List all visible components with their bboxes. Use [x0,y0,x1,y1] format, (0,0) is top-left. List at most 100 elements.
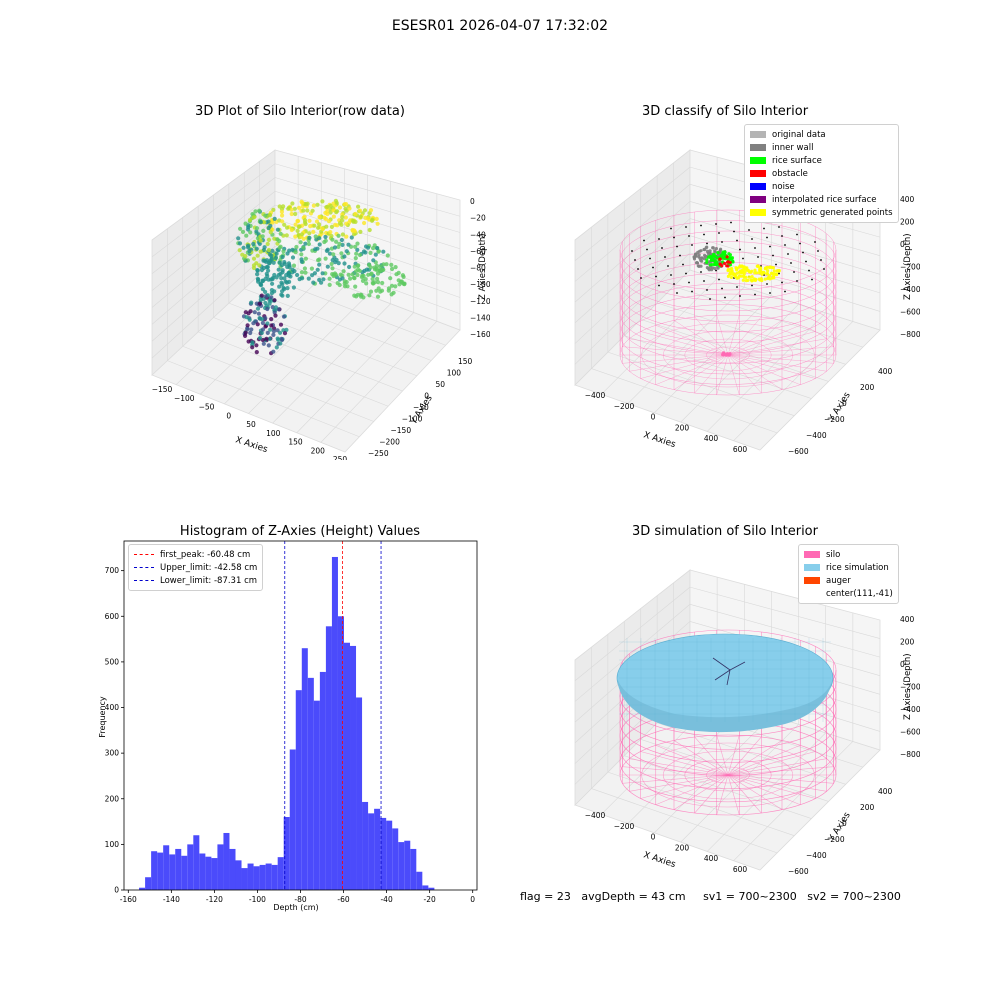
tick-label: −140 [470,313,490,322]
scatter-point [284,233,289,238]
surface-grid-point [814,241,816,243]
tick-label: 0 [226,411,231,420]
scatter-point [276,267,281,272]
scatter-point [326,219,332,224]
scatter-point [308,224,313,229]
legend-swatch [750,157,766,164]
tick-label: 400 [704,854,719,863]
scatter-point [344,202,349,207]
scatter-point [247,217,253,223]
tick-label: 400 [900,195,915,204]
surface-grid-point [721,241,723,243]
scatter-point [334,210,339,215]
scatter-point [374,216,379,221]
panel3-histogram: -160 -140 -120 -100 -80 -60 -40 -20 0 0 100 200 300 4… [98,540,478,912]
surface-grid-point [658,284,660,287]
scatter-point [353,269,359,274]
silo-floor-spoke [694,736,729,776]
class-point [730,269,734,273]
grid-line [274,204,461,266]
scatter-point [307,231,312,236]
grid-line [607,771,795,836]
scatter-point [282,287,287,292]
legend-label: center(111,-41) [826,588,893,599]
scatter-point [317,262,322,267]
tick-label: 100 [266,429,281,438]
surface-grid-point [733,230,735,233]
surface-grid-point [691,290,693,293]
scatter-point [355,272,360,278]
surface-grid-point [676,245,678,248]
scatter-point [247,249,252,254]
class-point [742,272,746,276]
scatter-point [363,250,368,255]
class-point [728,253,732,257]
grid-line [673,286,863,348]
class-point [772,269,776,273]
grid-line [151,191,276,291]
scatter-point [332,255,337,260]
scatter-point [266,247,271,253]
scatter-point [295,272,300,278]
class-point [692,257,697,261]
scatter-point [276,272,281,277]
class-point [716,251,720,255]
surface-grid-point [820,259,822,261]
tick-label: −800 [900,330,920,339]
tick-label: 200 [675,843,690,852]
tick-label: −200 [900,263,920,272]
surface-grid-point [658,238,660,240]
scatter-point [286,261,291,266]
legend-swatch [750,183,766,190]
scatter-point [331,214,336,219]
scatter-point [277,204,282,209]
grid-line [182,345,374,422]
surface-grid-point [682,263,684,266]
scatter-point [293,211,298,217]
scatter-point [371,246,376,251]
tick-label: −60 [470,247,486,256]
legend-entry: obstacle [750,167,893,180]
grid-line [689,235,881,294]
legend-entry: interpolated rice surface [750,193,893,206]
surface-grid-point [706,242,708,245]
silo-floor-spoke [694,354,729,394]
legend-swatch [750,131,766,138]
class-point [718,262,722,266]
scatter-point [282,260,287,265]
surface-grid-point [709,298,711,300]
status-line: flag = 23 avgDepth = 43 cm sv1 = 700~230… [520,890,901,903]
class-point [696,250,700,254]
scatter-point [352,276,357,281]
scatter-point [374,288,379,293]
tick-label: 100 [447,369,462,378]
histogram-bar [343,642,351,890]
scatter-point [363,277,368,282]
scatter-point [332,245,338,250]
scatter-point [279,280,284,285]
legend-line [134,567,154,568]
tick-label: 400 [900,615,915,624]
legend-label: obstacle [772,168,808,179]
scatter-point [290,267,295,272]
scatter-point [363,215,368,220]
silo-floor-spoke [727,735,740,776]
panel4-xlabel: X Axies [642,850,677,870]
silo-floor-spoke [727,774,783,810]
panel2-ticks: −400−20002004006004002000−200−400−600400… [585,195,920,456]
scatter-point [251,256,257,261]
silo-floor-spoke [629,758,729,776]
scatter-point [344,234,349,239]
scatter-point [266,277,271,282]
scatter-point [343,206,348,211]
surface-grid-point [721,287,723,290]
scatter-point [320,226,325,231]
class-point [744,279,748,283]
tick-label: −400 [900,285,920,294]
legend-entry: silo [804,548,893,561]
surface-grid-point [661,247,663,249]
scatter-point [273,256,278,261]
panel1-title: 3D Plot of Silo Interior(row data) [195,104,405,119]
scatter-point [389,262,394,267]
scatter-point [299,199,304,204]
